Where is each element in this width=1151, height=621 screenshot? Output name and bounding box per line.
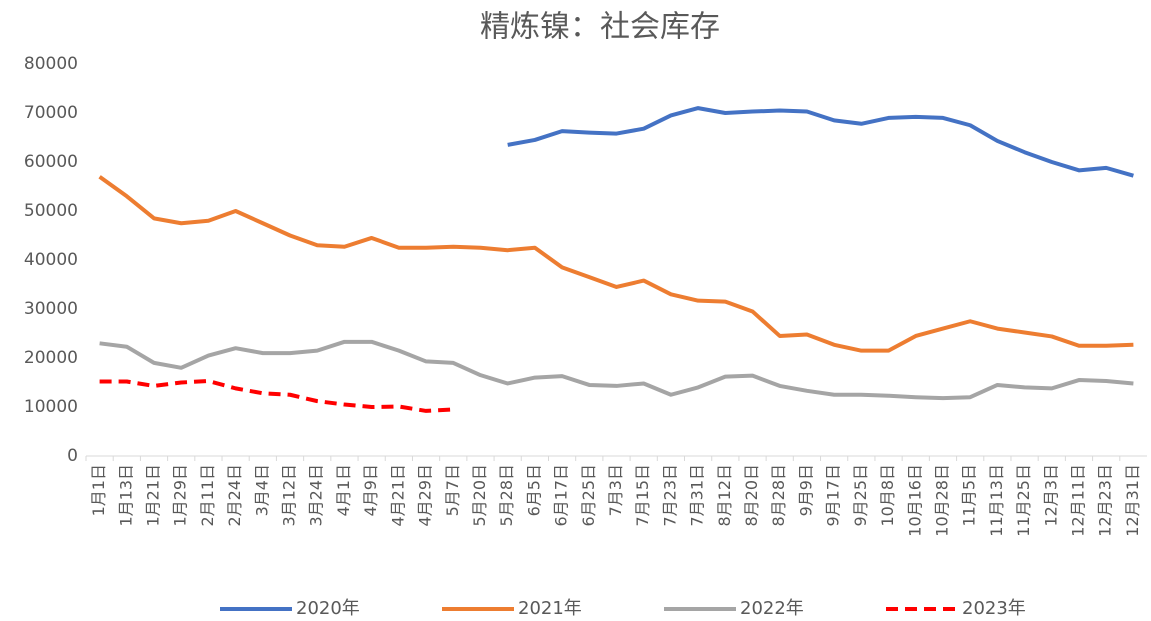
x-tick-label: 7月31日 <box>688 464 707 527</box>
x-tick-label: 3月24日 <box>307 464 326 527</box>
y-tick-label: 80000 <box>24 54 78 74</box>
x-tick-label: 9月25日 <box>851 464 870 527</box>
series-line <box>98 175 1134 353</box>
x-tick-label: 9月9日 <box>796 464 815 516</box>
x-tick-label: 8月20日 <box>742 464 761 527</box>
x-tick-label: 11月13日 <box>987 464 1006 537</box>
x-tick-label: 6月17日 <box>552 464 571 527</box>
y-tick-label: 50000 <box>24 201 78 221</box>
x-tick-label: 5月20日 <box>470 464 489 527</box>
y-tick-label: 10000 <box>24 397 78 417</box>
x-tick-label: 3月4日 <box>252 464 271 516</box>
x-tick-label: 2月11日 <box>198 464 217 527</box>
legend-label: 2022年 <box>740 598 804 619</box>
x-tick-label: 10月8日 <box>878 464 897 527</box>
x-tick-label: 2月24日 <box>225 464 244 527</box>
x-tick-label: 11月25日 <box>1014 464 1033 537</box>
x-tick-label: 8月28日 <box>769 464 788 527</box>
x-tick-label: 6月25日 <box>579 464 598 527</box>
x-tick-label: 12月3日 <box>1041 464 1060 527</box>
series-line <box>99 339 1134 401</box>
x-tick-label: 10月28日 <box>932 464 951 537</box>
x-tick-label: 4月21日 <box>388 464 407 527</box>
y-tick-label: 70000 <box>24 103 78 123</box>
x-tick-label: 7月23日 <box>660 464 679 527</box>
x-tick-label: 12月31日 <box>1123 464 1142 537</box>
x-tick-label: 9月17日 <box>824 464 843 527</box>
legend-label: 2020年 <box>296 598 360 619</box>
x-tick-label: 12月11日 <box>1068 464 1087 537</box>
x-tick-label: 7月3日 <box>606 464 625 516</box>
x-tick-label: 12月23日 <box>1096 464 1115 537</box>
series-line <box>99 379 454 413</box>
x-tick-label: 11月5日 <box>960 464 979 527</box>
x-tick-label: 4月1日 <box>334 464 353 516</box>
x-tick-label: 1月29日 <box>171 464 190 527</box>
chart-title: 精炼镍：社会库存 <box>480 10 720 45</box>
y-tick-label: 40000 <box>24 250 78 270</box>
x-tick-label: 6月5日 <box>524 464 543 516</box>
x-tick-label: 8月12日 <box>715 464 734 527</box>
x-tick-label: 4月29日 <box>416 464 435 527</box>
x-tick-label: 1月21日 <box>144 464 163 527</box>
x-tick-label: 10月16日 <box>905 464 924 537</box>
y-tick-label: 0 <box>67 446 78 466</box>
y-tick-label: 60000 <box>24 152 78 172</box>
x-tick-label: 1月1日 <box>89 464 108 516</box>
x-tick-label: 3月12日 <box>280 464 299 527</box>
legend-label: 2021年 <box>518 598 582 619</box>
x-tick-label: 1月13日 <box>116 464 135 527</box>
x-tick-label: 5月28日 <box>497 464 516 527</box>
x-tick-label: 5月7日 <box>443 464 462 516</box>
x-tick-label: 4月9日 <box>361 464 380 516</box>
y-tick-label: 20000 <box>24 348 78 368</box>
legend-label: 2023年 <box>962 598 1026 619</box>
y-tick-label: 30000 <box>24 299 78 319</box>
series-line <box>507 106 1134 178</box>
x-tick-label: 7月15日 <box>633 464 652 527</box>
